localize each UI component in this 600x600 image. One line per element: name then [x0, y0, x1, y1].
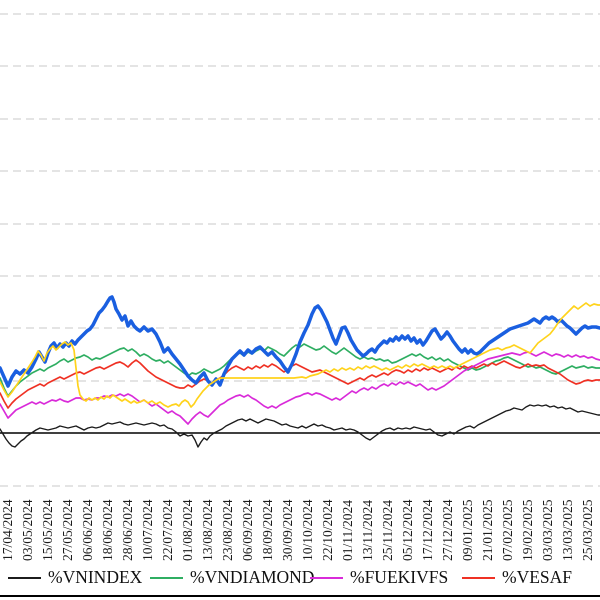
legend-swatch — [8, 576, 41, 579]
series-line-vnindex — [0, 404, 600, 448]
legend-swatch — [150, 576, 183, 579]
chart-legend: %VNINDEX %VNDIAMOND %FUEKIVFS %VESAF — [0, 564, 600, 591]
legend-label: %VNINDEX — [48, 567, 143, 587]
legend-swatch — [310, 576, 343, 579]
legend-label: %VNDIAMOND — [190, 567, 315, 587]
series-line-vndiamond — [0, 343, 600, 397]
legend-label: %FUEKIVFS — [350, 567, 449, 587]
legend-item: %VESAF — [462, 564, 572, 591]
series-line-vesaf — [0, 359, 600, 409]
legend-item: %VNDIAMOND — [150, 564, 314, 591]
series-line-fuekivfs — [0, 351, 600, 425]
series-line-thick-blue-line — [0, 295, 600, 388]
legend-swatch — [462, 576, 495, 579]
bottom-border-line — [0, 595, 600, 597]
legend-item: %VNINDEX — [8, 564, 142, 591]
series-line-yellow-line — [0, 302, 600, 408]
legend-label: %VESAF — [502, 567, 573, 587]
legend-item: %FUEKIVFS — [310, 564, 448, 591]
